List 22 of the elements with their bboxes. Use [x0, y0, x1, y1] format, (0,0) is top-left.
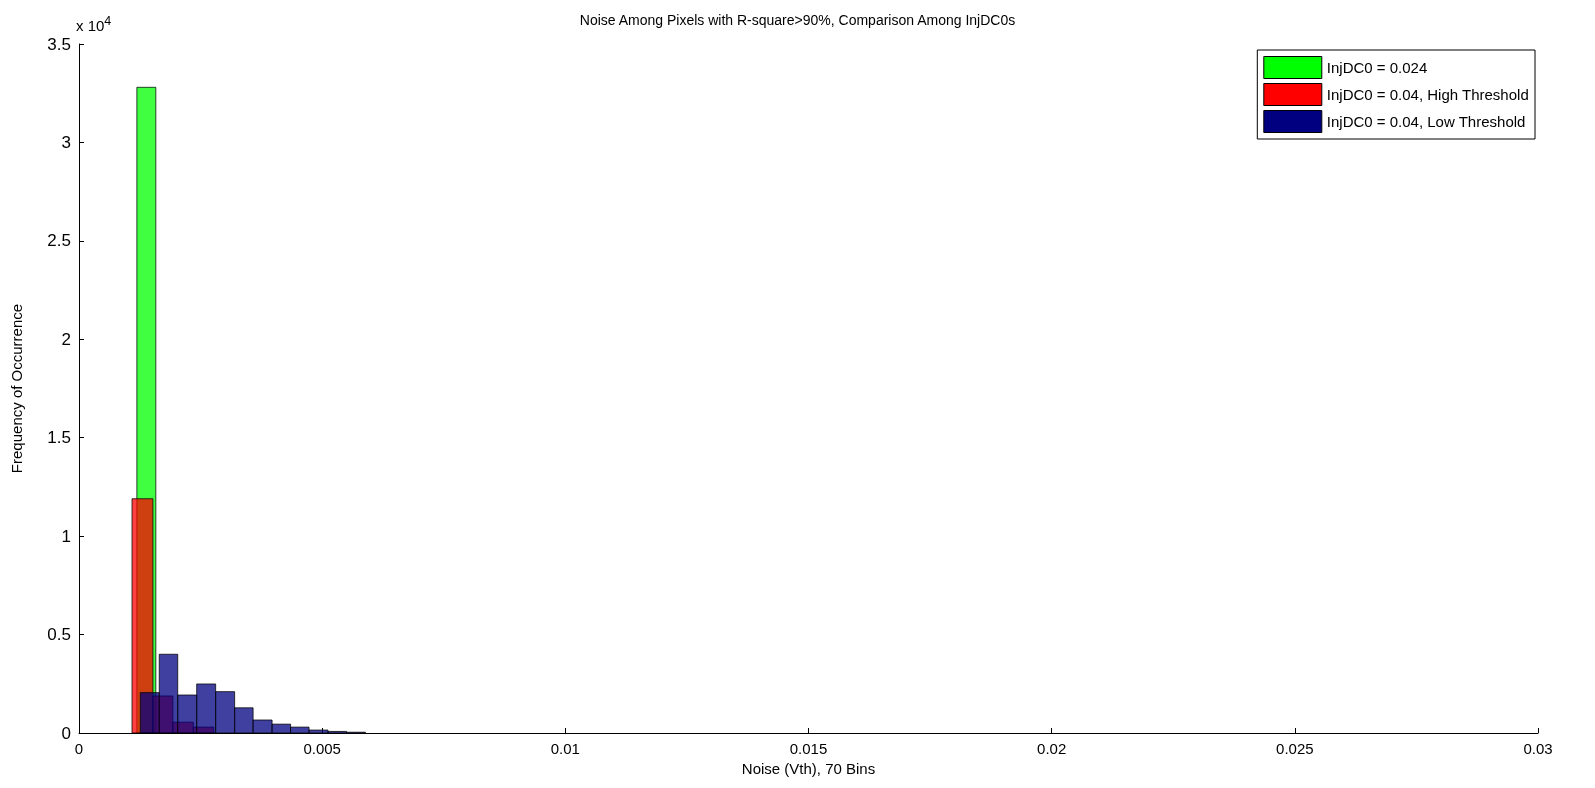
y-tick-label: 2.5 — [47, 231, 71, 251]
x-tick-label: 0.025 — [1276, 740, 1314, 757]
legend-label: InjDC0 = 0.04, High Threshold — [1326, 86, 1529, 103]
y-tick-label: 0 — [61, 723, 71, 743]
legend-label: InjDC0 = 0.04, Low Threshold — [1326, 113, 1526, 130]
y-tick-label: 3 — [61, 132, 71, 152]
x-tick-label: 0.015 — [789, 740, 828, 757]
y-axis-title: Frequency of Occurrence — [8, 303, 25, 474]
y-tick-label: 1.5 — [47, 428, 71, 448]
text: x 10$^{4}$ — [76, 14, 112, 34]
y-tick-label: 1 — [61, 526, 71, 546]
y-tick-label: 2 — [61, 329, 71, 349]
x-tick-label: 0.03 — [1523, 740, 1553, 757]
x-tick-label: 0.02 — [1037, 740, 1067, 757]
x-tick-label: 0.01 — [550, 740, 580, 757]
x-tick-label: 0 — [74, 740, 84, 757]
legend-label: InjDC0 = 0.024 — [1326, 59, 1428, 76]
x-axis-title: Noise (Vth), 70 Bins — [741, 760, 876, 777]
y-tick-label: 0.5 — [47, 625, 71, 645]
chart-title: Noise Among Pixels with R-square>90%, Comparison Among InjDC0s — [579, 12, 1016, 28]
y-tick-label: 3.5 — [47, 34, 71, 54]
x-tick-label: 0.005 — [303, 740, 341, 757]
